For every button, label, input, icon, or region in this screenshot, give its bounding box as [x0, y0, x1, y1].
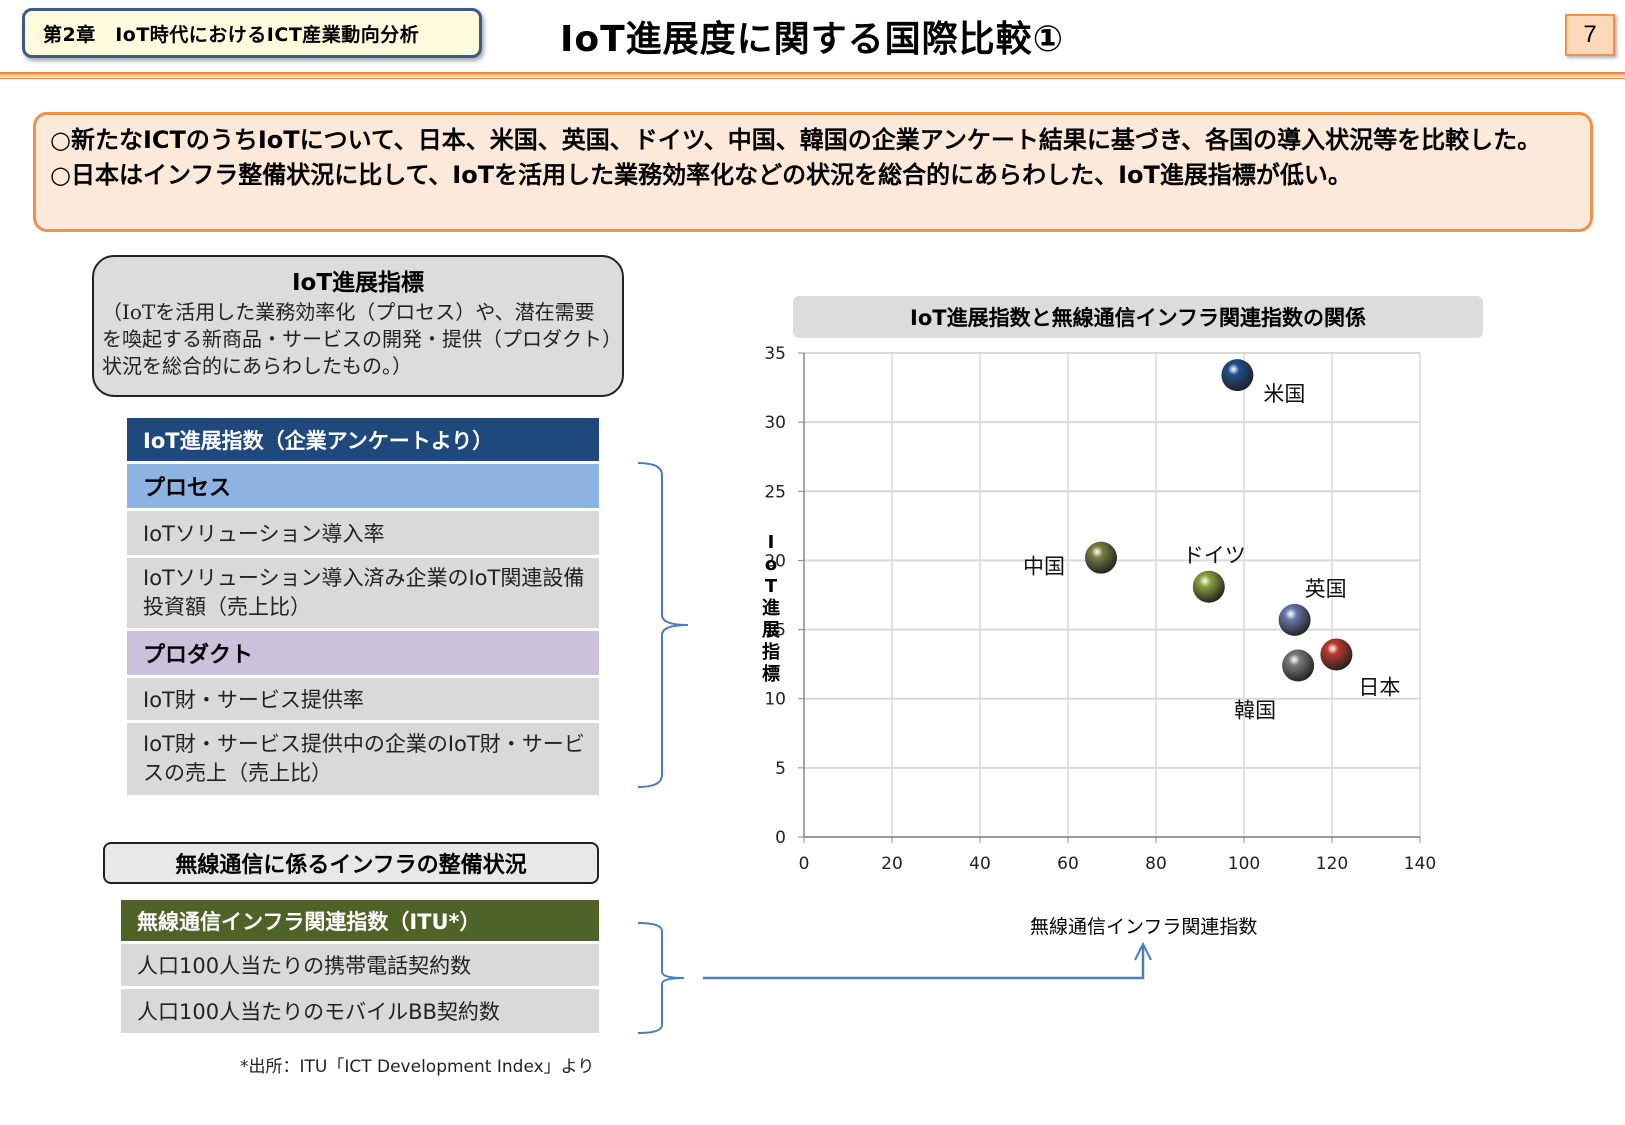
- data-point-label: ドイツ: [1183, 544, 1246, 568]
- list-item: IoTソリューション導入率: [127, 511, 599, 558]
- x-tick-label: 0: [799, 854, 810, 874]
- y-tick-label: 20: [764, 551, 786, 571]
- x-axis-label: 無線通信インフラ関連指数: [1030, 916, 1258, 938]
- arrow-icon: [703, 946, 1145, 980]
- page-number: 7: [1565, 14, 1615, 56]
- y-tick-label: 0: [775, 828, 786, 848]
- x-tick-label: 20: [881, 854, 903, 874]
- infra-title: 無線通信に係るインフラの整備状況: [103, 842, 599, 884]
- brace-icon: [637, 922, 685, 1034]
- summary-line-1: ○新たなICTのうちIoTについて、日本、米国、英国、ドイツ、中国、韓国の企業ア…: [50, 126, 1542, 154]
- y-tick-label: 35: [764, 345, 786, 364]
- process-header: プロセス: [127, 464, 599, 511]
- list-item: 人口100人当たりの携帯電話契約数: [121, 944, 599, 989]
- data-point-label: 中国: [1023, 555, 1065, 579]
- source-footnote: *出所：ITU「ICT Development Index」より: [240, 1057, 595, 1077]
- chapter-label: 第2章 IoT時代におけるICT産業動向分析: [22, 8, 482, 58]
- infra-index-header: 無線通信インフラ関連指数（ITU*）: [121, 900, 599, 944]
- list-item: IoTソリューション導入済み企業のIoT関連設備投資額（売上比）: [127, 558, 599, 631]
- definition-box: IoT進展指標 （IoTを活用した業務効率化（プロセス）や、潜在需要を喚起する新…: [92, 255, 624, 397]
- y-tick-label: 10: [764, 690, 786, 710]
- data-point-label: 韓国: [1234, 699, 1276, 723]
- x-tick-label: 40: [969, 854, 991, 874]
- page-title: IoT進展度に関する国際比較①: [560, 19, 1065, 60]
- summary-line-2: ○日本はインフラ整備状況に比して、IoTを活用した業務効率化などの状況を総合的に…: [50, 161, 1352, 189]
- definition-title: IoT進展指標: [291, 270, 425, 296]
- y-tick-label: 30: [764, 413, 786, 433]
- y-tick-label: 5: [775, 759, 786, 779]
- x-tick-label: 140: [1404, 854, 1436, 874]
- data-point-label: 日本: [1358, 675, 1400, 699]
- definition-body: （IoTを活用した業務効率化（プロセス）や、潜在需要を喚起する新商品・サービスの…: [102, 300, 612, 378]
- x-tick-label: 120: [1316, 854, 1348, 874]
- data-point-marker: [1282, 649, 1315, 682]
- iot-index-list: IoT進展指数（企業アンケートより） プロセス IoTソリューション導入率 Io…: [127, 418, 599, 795]
- y-tick-label: 25: [764, 482, 786, 502]
- data-point-marker: [1192, 570, 1225, 603]
- list-item: IoT財・サービス提供率: [127, 678, 599, 723]
- x-tick-label: 80: [1145, 854, 1167, 874]
- infra-list: 無線通信インフラ関連指数（ITU*） 人口100人当たりの携帯電話契約数 人口1…: [121, 900, 599, 1033]
- chart-title: IoT進展指数と無線通信インフラ関連指数の関係: [793, 296, 1483, 338]
- x-tick-label: 100: [1228, 854, 1260, 874]
- data-point-label: 英国: [1305, 577, 1347, 601]
- summary-box: ○新たなICTのうちIoTについて、日本、米国、英国、ドイツ、中国、韓国の企業ア…: [33, 112, 1593, 232]
- data-point-marker: [1278, 603, 1311, 636]
- list-item: 人口100人当たりのモバイルBB契約数: [121, 989, 599, 1033]
- data-point-marker: [1320, 638, 1353, 671]
- iot-index-header: IoT進展指数（企業アンケートより）: [127, 418, 599, 464]
- data-point-marker: [1085, 541, 1117, 574]
- x-tick-label: 60: [1057, 854, 1079, 874]
- header-divider: [0, 72, 1625, 79]
- chapter-text: 第2章 IoT時代におけるICT産業動向分析: [43, 23, 420, 46]
- product-header: プロダクト: [127, 631, 599, 678]
- brace-icon: [637, 462, 689, 788]
- list-item: IoT財・サービス提供中の企業のIoT財・サービスの売上（売上比）: [127, 723, 599, 795]
- data-point-label: 米国: [1263, 382, 1305, 406]
- data-point-marker: [1221, 359, 1254, 392]
- y-tick-label: 15: [764, 621, 786, 641]
